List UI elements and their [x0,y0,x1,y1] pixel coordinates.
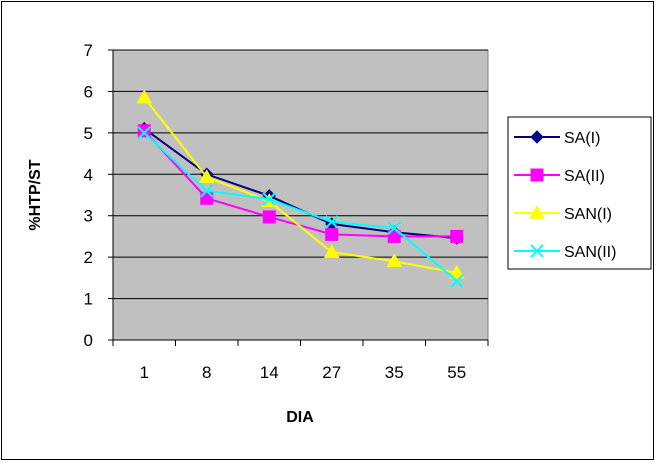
data-point-san-ii [325,215,339,229]
data-point-sa-ii [450,229,464,243]
y-tick-label: 1 [84,290,93,309]
legend-item-san-ii: SAN(II) [514,244,616,261]
data-point-san-ii [137,126,151,140]
y-tick-label: 0 [84,331,93,350]
axes: 0 1 2 3 4 5 6 7 1 8 14 27 35 55 [84,41,489,382]
y-tick-label: 5 [84,124,93,143]
data-point-san-i [323,244,340,258]
legend-swatch-marker [530,130,544,144]
y-tick-label: 2 [84,248,93,267]
data-point-san-i [448,264,465,279]
data-point-sa-ii [325,227,339,241]
x-tick-label: 14 [260,363,279,382]
y-tick-label: 4 [84,165,93,184]
data-point-san-ii [387,221,401,235]
data-point-san-ii [450,274,464,288]
series-line-san-ii [143,132,458,282]
legend-item-sa-i: SA(I) [514,130,600,147]
legend-item-sa-ii: SA(II) [514,168,605,185]
data-point-sa-ii [137,124,151,138]
data-point-sa-ii [200,191,214,205]
x-tick-label: 55 [447,363,466,382]
legend-box [507,116,652,270]
legend-label: SAN(I) [564,206,612,223]
data-point-sa-ii [387,229,401,243]
legend: SA(I) SA(II) SAN(I) SAN(II) [507,116,652,270]
y-tick-label: 3 [84,207,93,226]
legend-swatch-marker [530,244,544,258]
plot-area [112,49,489,341]
legend-swatch-marker [529,204,545,219]
x-tick-label: 27 [322,363,341,382]
x-axis-title: DIA [286,409,314,426]
data-point-san-i [386,253,403,268]
x-tick-label: 35 [385,363,404,382]
legend-label: SAN(II) [564,244,616,261]
y-tick-label: 7 [84,41,93,60]
legend-item-san-i: SAN(I) [514,204,612,223]
x-tick-label: 1 [140,363,149,382]
gridlines [113,49,488,300]
series-layer [136,89,465,288]
series-line-san-i [143,97,457,274]
x-tick-label: 8 [202,363,211,382]
y-tick-label: 6 [84,82,93,101]
data-point-san-i [136,89,153,104]
y-axis-title: %HTP/ST [27,159,44,230]
legend-label: SA(I) [564,130,600,147]
legend-swatch-marker [530,168,544,182]
data-point-san-ii [262,192,276,206]
data-point-san-i [198,169,215,183]
data-point-san-ii [200,184,214,198]
data-point-sa-ii [262,210,276,224]
legend-label: SA(II) [564,168,605,185]
